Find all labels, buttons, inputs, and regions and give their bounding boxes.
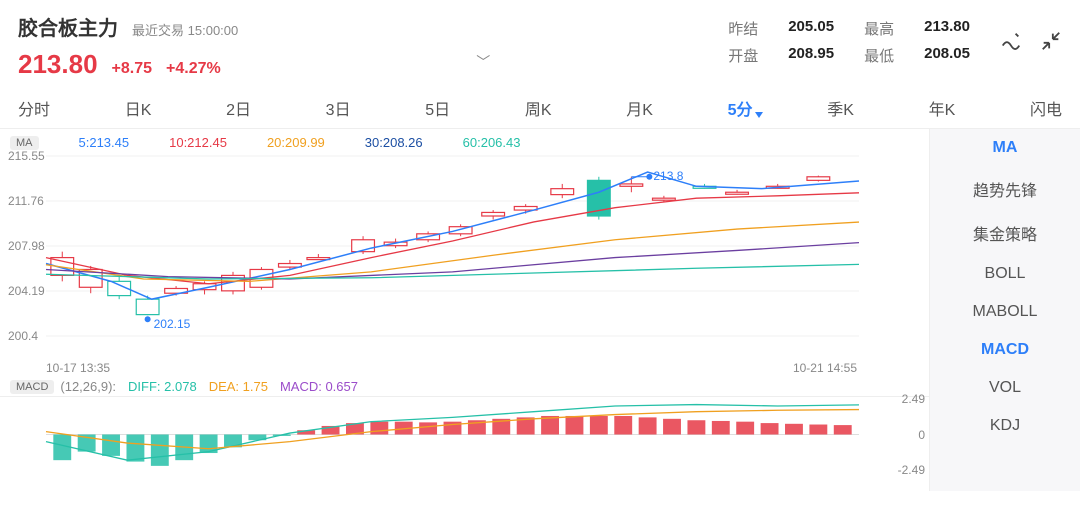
header-actions: [1000, 12, 1062, 52]
indicator-MA[interactable]: MA: [930, 129, 1080, 167]
indicator-BOLL[interactable]: BOLL: [930, 255, 1080, 293]
low-marker: 202.15: [154, 317, 191, 331]
indicator-集金策略[interactable]: 集金策略: [930, 211, 1080, 255]
high-marker: 213.8: [653, 169, 683, 183]
open-label: 开盘: [728, 45, 758, 66]
macd-legend-item: MACD: 0.657: [280, 379, 358, 394]
price-change: +8.75: [112, 60, 152, 78]
ma-badge: MA: [10, 136, 39, 150]
indicator-趋势先锋[interactable]: 趋势先锋: [930, 167, 1080, 211]
y-tick: 204.19: [8, 284, 45, 298]
draw-icon[interactable]: [1000, 30, 1022, 52]
tab-3[interactable]: 3日: [326, 96, 351, 120]
header: 胶合板主力 最近交易 15:00:00 213.80 +8.75 +4.27% …: [0, 0, 1080, 86]
tab-6[interactable]: 月K: [626, 96, 653, 120]
instrument-name: 胶合板主力: [18, 12, 118, 41]
macd-legend: MACD (12,26,9): DIFF: 2.078 DEA: 1.75 MACD…: [0, 375, 929, 396]
macd-legend-item: DEA: 1.75: [209, 379, 268, 394]
tab-10[interactable]: 闪电: [1030, 96, 1062, 120]
low-label: 最低: [864, 45, 894, 66]
y-tick: 215.55: [8, 149, 45, 163]
price-change-pct: +4.27%: [166, 60, 221, 78]
ma-legend-item: 20:209.99: [267, 135, 325, 150]
macd-params: (12,26,9):: [60, 379, 116, 394]
macd-chart[interactable]: 2.490-2.49: [0, 396, 929, 491]
tab-0[interactable]: 分时: [18, 96, 50, 120]
indicator-VOL[interactable]: VOL: [930, 369, 1080, 407]
tab-9[interactable]: 年K: [929, 96, 956, 120]
chevron-down-icon: ﹀: [476, 52, 490, 72]
high-label: 最高: [864, 18, 894, 39]
y-tick: 207.98: [8, 239, 45, 253]
ma-legend-item: 5:213.45: [79, 135, 130, 150]
quote-block: 昨结 205.05 最高 213.80 开盘 208.95 最低 208.05: [728, 12, 970, 66]
macd-ytick: 2.49: [902, 392, 925, 406]
prev-close-label: 昨结: [728, 18, 758, 39]
expand-toggle[interactable]: ﹀: [238, 12, 728, 72]
collapse-icon[interactable]: [1040, 30, 1062, 52]
high-value: 213.80: [924, 18, 970, 39]
indicator-MACD[interactable]: MACD: [930, 331, 1080, 369]
macd-legend-item: DIFF: 2.078: [128, 379, 197, 394]
x-end: 10-21 14:55: [793, 361, 857, 375]
ma-legend-item: 30:208.26: [365, 135, 423, 150]
x-start: 10-17 13:35: [46, 361, 110, 375]
chart-column: MA 5:213.45 10:212.45 20:209.99 30:208.26 60…: [0, 129, 930, 491]
macd-badge: MACD: [10, 380, 54, 394]
y-tick: 200.4: [8, 329, 38, 343]
prev-close-value: 205.05: [788, 18, 834, 39]
tab-5[interactable]: 周K: [525, 96, 552, 120]
tab-8[interactable]: 季K: [827, 96, 854, 120]
chart-area: MA 5:213.45 10:212.45 20:209.99 30:208.26 60…: [0, 129, 1080, 491]
tab-7[interactable]: 5分: [728, 96, 753, 120]
low-value: 208.05: [924, 45, 970, 66]
header-left: 胶合板主力 最近交易 15:00:00 213.80 +8.75 +4.27%: [18, 12, 238, 80]
macd-ytick: -2.49: [898, 463, 925, 477]
ma-legend-item: 60:206.43: [463, 135, 521, 150]
tab-1[interactable]: 日K: [125, 96, 152, 120]
ma-legend-item: 10:212.45: [169, 135, 227, 150]
ma-legend: MA 5:213.45 10:212.45 20:209.99 30:208.26 60…: [0, 129, 929, 152]
indicator-sidebar: MA趋势先锋集金策略BOLLMABOLLMACDVOLKDJ: [930, 129, 1080, 491]
tab-4[interactable]: 5日: [425, 96, 450, 120]
indicator-KDJ[interactable]: KDJ: [930, 407, 1080, 445]
timeframe-tabs: 分时 日K 2日 3日 5日 周K 月K 5分 季K 年K 闪电: [0, 86, 1080, 129]
last-price: 213.80: [18, 49, 98, 80]
open-value: 208.95: [788, 45, 834, 66]
last-trade: 最近交易 15:00:00: [132, 20, 238, 39]
y-tick: 211.76: [8, 194, 44, 208]
indicator-MABOLL[interactable]: MABOLL: [930, 293, 1080, 331]
price-chart[interactable]: 215.55 211.76 207.98 204.19 200.4 10-17 13:35…: [0, 152, 929, 375]
tab-2[interactable]: 2日: [226, 96, 251, 120]
macd-ytick: 0: [918, 428, 925, 442]
